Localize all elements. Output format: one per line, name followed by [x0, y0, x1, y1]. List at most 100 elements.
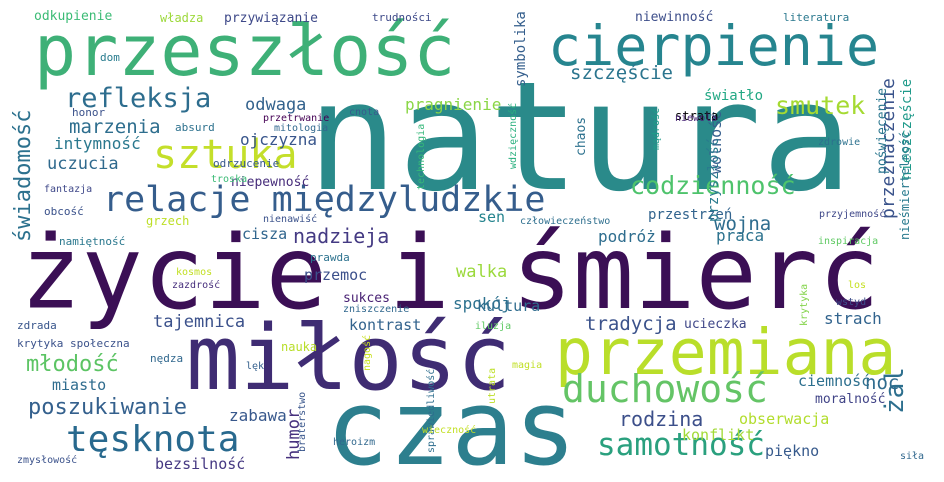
word: bezsilność [155, 455, 246, 473]
word: świadomość [11, 109, 36, 242]
word: nieśmiertelność [898, 131, 912, 240]
word: praca [716, 226, 765, 245]
word: przemoc [304, 266, 368, 284]
word: spokój [453, 294, 511, 313]
word: zazdrość [172, 280, 221, 291]
word: magia [512, 360, 543, 371]
word: mitologia [274, 123, 329, 134]
word: siła [900, 451, 925, 462]
word: prawda [310, 251, 350, 264]
word: odkupienie [34, 9, 113, 24]
word: zniszczenie [343, 304, 410, 315]
word: kosmos [176, 267, 213, 278]
word: poświęcenie [875, 87, 890, 174]
word: honor [72, 106, 106, 119]
word: relacje międzyludzkie [103, 180, 546, 220]
word: natura [307, 49, 853, 225]
word: strata [675, 109, 719, 123]
word: chaos [574, 116, 589, 156]
word: technologia [416, 123, 427, 190]
word: światło [704, 88, 764, 104]
word: przetrwanie [263, 113, 330, 124]
word: odrzucenie [213, 157, 280, 170]
word: absurd [175, 121, 215, 134]
word: przestrzeń [648, 207, 733, 223]
word: przyjemność [819, 209, 886, 220]
word: pragnienie [405, 95, 502, 114]
word: kultura [477, 297, 541, 315]
word: cierpienie [548, 14, 880, 78]
word: wdzięczność [508, 102, 519, 169]
word: konflikt [682, 426, 755, 444]
word: nauka [281, 340, 318, 354]
word: mądrość [651, 107, 662, 150]
word: sen [478, 208, 506, 226]
word: ojczyzna [240, 130, 318, 149]
word: heroizm [333, 437, 376, 448]
word: zdrowie [818, 137, 861, 148]
word: rodzina [619, 407, 704, 431]
word: sztuka [153, 132, 298, 178]
word: intymność [54, 134, 141, 153]
word: miłość [186, 306, 512, 411]
word: tradycja [585, 313, 677, 335]
word: duchowość [562, 367, 768, 411]
word: piękno [765, 442, 820, 460]
word: refleksja [65, 83, 212, 114]
word: zmysłowość [17, 455, 78, 466]
word: przyszłość [706, 137, 722, 222]
word: miasto [52, 376, 107, 394]
word: smutek [775, 91, 866, 120]
word: trudności [372, 11, 432, 24]
word: marzenia [69, 116, 161, 138]
word: moralność [815, 392, 886, 407]
word: samotność [597, 427, 765, 463]
word: symbolika [513, 11, 529, 87]
word: nagość [362, 334, 373, 371]
word: obcość [44, 205, 84, 218]
word: krytyka [799, 283, 810, 326]
word: tęsknota [66, 419, 240, 460]
word: ucieczka [684, 317, 747, 332]
word: codzienność [630, 171, 796, 200]
word: kontrast [349, 316, 422, 334]
word: niepewność [231, 175, 310, 190]
word: przeszłość [34, 10, 456, 92]
word: przemiana [555, 316, 897, 389]
word: strach [824, 309, 882, 328]
word: podróż [598, 227, 656, 246]
word: nędza [150, 352, 184, 365]
word: nadzieja [293, 224, 390, 248]
word: obserwacja [739, 410, 830, 428]
word: czas [326, 367, 577, 482]
word: cnota [349, 107, 380, 118]
word: lęk [246, 361, 265, 372]
word: niewinność [635, 10, 714, 25]
word: namiętność [59, 235, 126, 248]
word: walka [456, 262, 508, 282]
word: iluzja [475, 321, 512, 332]
word: sukces [343, 291, 390, 306]
word: krytyka społeczna [17, 337, 130, 350]
word: fantazja [44, 184, 93, 195]
word: grzech [146, 214, 190, 228]
word: cisza [242, 225, 288, 243]
word: ciemność [798, 372, 871, 390]
word: władza [160, 11, 204, 25]
word: niewola [675, 113, 718, 124]
word: wieczność [422, 425, 477, 436]
word: szczęście [570, 62, 673, 84]
word: inspiracja [818, 236, 879, 247]
word: los [848, 280, 867, 291]
word: młodość [26, 352, 119, 377]
word: przywiązanie [224, 11, 318, 26]
word: człowieczeństwo [520, 216, 611, 227]
word: troska [211, 174, 248, 185]
word: dom [100, 51, 120, 64]
word: tajemnica [153, 312, 246, 332]
word: zabawa [229, 406, 287, 425]
word: literatura [783, 11, 850, 24]
word: zdrada [17, 319, 57, 332]
word: życie i śmierć [20, 214, 880, 333]
